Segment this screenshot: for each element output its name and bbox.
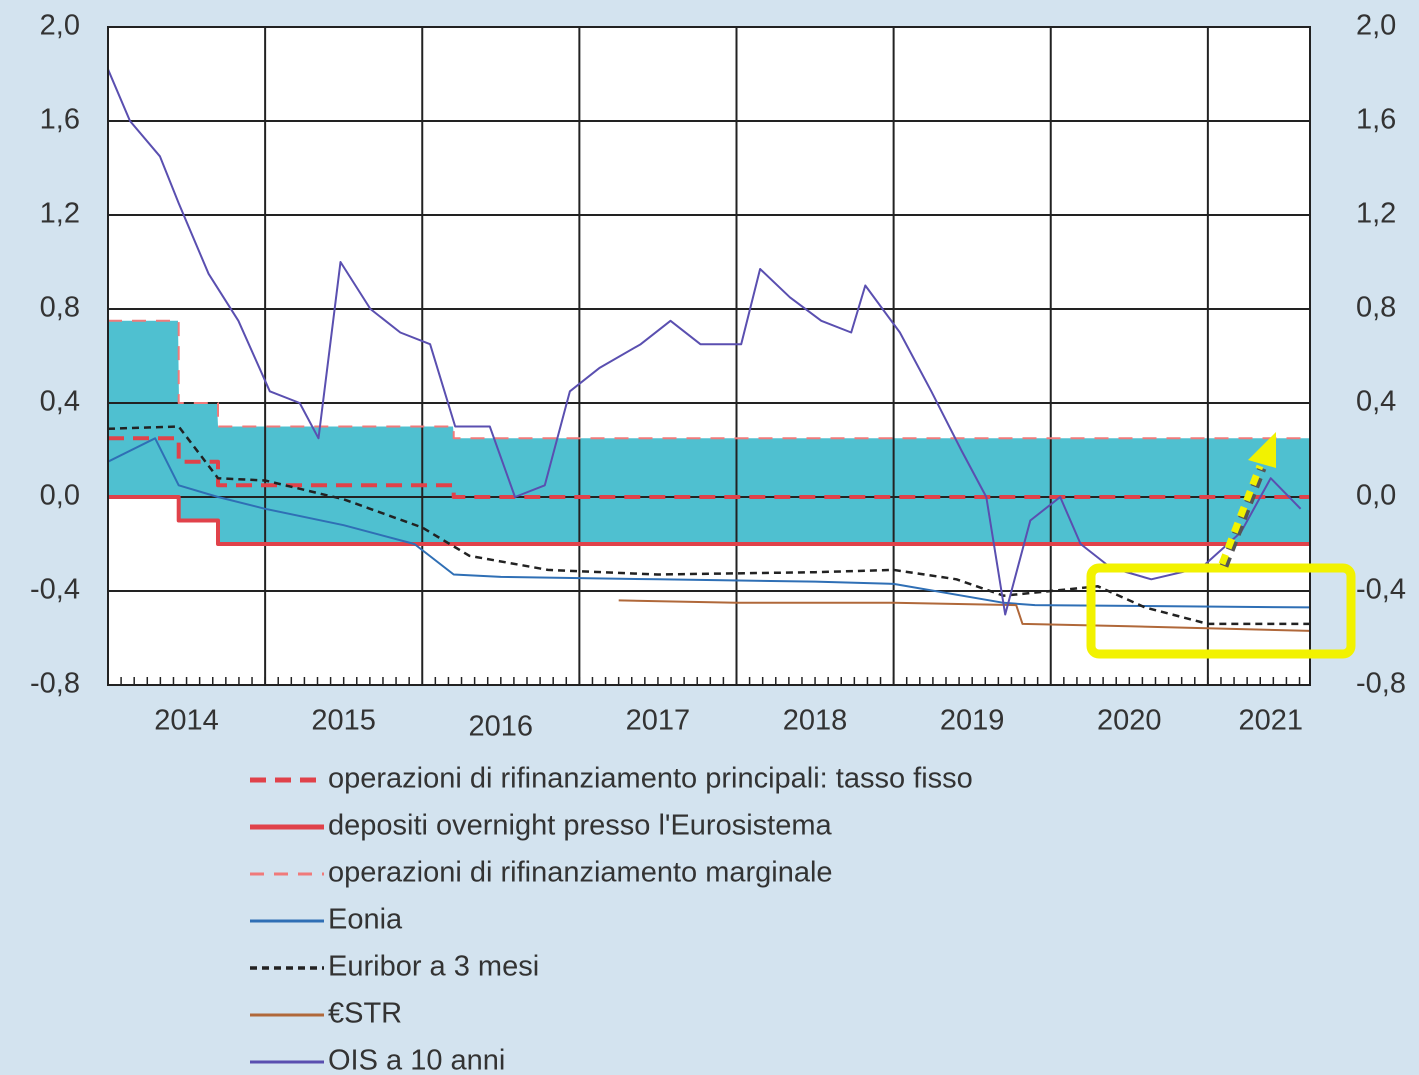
y-tick-label: 0,4 (40, 386, 80, 418)
plot-frame (107, 26, 1311, 686)
x-tick-label: 2014 (154, 705, 219, 737)
x-tick-label: 2016 (469, 711, 534, 743)
y2-tick-label: 0,0 (1356, 480, 1396, 512)
y-tick-label: 2,0 (40, 10, 80, 42)
series-line (107, 437, 1311, 609)
legend-label: OIS a 10 anni (328, 1045, 505, 1075)
x-tick-label: 2020 (1097, 705, 1162, 737)
y2-tick-label: -0,4 (1356, 574, 1406, 606)
series-line (618, 599, 1311, 632)
arrow-head (1248, 432, 1276, 468)
y-tick-label: -0,8 (30, 668, 80, 700)
series-line (108, 436, 1310, 499)
y-tick-label: 1,6 (40, 104, 80, 136)
legend: operazioni di rifinanziamento principali… (250, 763, 973, 1075)
y-tick-label: 0,8 (40, 292, 80, 324)
y2-tick-label: 2,0 (1356, 10, 1396, 42)
y-tick-label: 0,0 (40, 480, 80, 512)
y2-tick-label: 0,8 (1356, 292, 1396, 324)
series-line (108, 495, 1310, 546)
y2-tick-label: 1,6 (1356, 104, 1396, 136)
x-tick-label: 2017 (626, 705, 691, 737)
legend-label: €STR (328, 998, 402, 1030)
legend-label: Euribor a 3 mesi (328, 951, 539, 983)
series-line (107, 68, 1302, 616)
y-tick-label: 1,2 (40, 198, 80, 230)
series-line (107, 425, 1310, 626)
annotation (1086, 432, 1356, 659)
corridor-band (108, 320, 1310, 544)
legend-label: Eonia (328, 904, 403, 936)
arrow-shaft (1218, 464, 1264, 566)
highlight-box (1086, 563, 1356, 659)
x-tick-label: 2019 (940, 705, 1005, 737)
x-tick-label: 2018 (783, 705, 848, 737)
legend-label: operazioni di rifinanziamento marginale (328, 857, 833, 889)
y2-tick-label: -0,8 (1356, 668, 1406, 700)
plot-area (108, 27, 1310, 685)
x-tick-label: 2021 (1238, 705, 1303, 737)
legend-label: depositi overnight presso l'Eurosistema (328, 810, 832, 842)
x-tick-label: 2015 (311, 705, 376, 737)
y-tick-label: -0,4 (30, 574, 80, 606)
legend-label: operazioni di rifinanziamento principali… (328, 763, 973, 795)
series-line (108, 319, 1310, 440)
y2-tick-label: 1,2 (1356, 198, 1396, 230)
y2-tick-label: 0,4 (1356, 386, 1396, 418)
